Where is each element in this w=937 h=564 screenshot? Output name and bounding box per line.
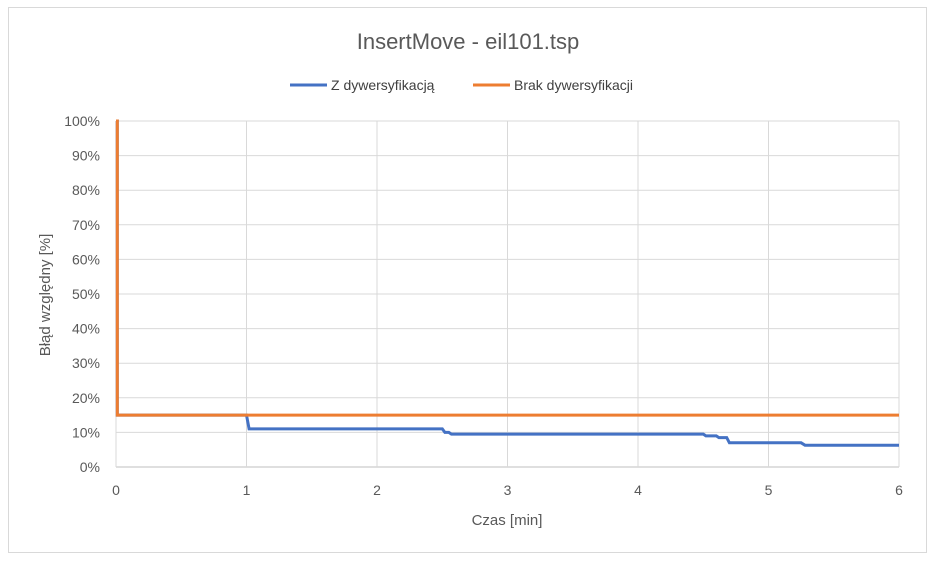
tick-labels: 0% 10% 20% 30% 40% 50% 60% 70% 80% 90% 100% 0 1 2 3 4 5 6 xyxy=(64,113,903,498)
y-tick-label: 0% xyxy=(80,459,100,475)
chart-frame xyxy=(8,7,927,553)
y-axis-title: Błąd względny [%] xyxy=(37,234,54,357)
y-tick-label: 80% xyxy=(72,182,100,198)
x-tick-label: 4 xyxy=(634,482,642,498)
x-tick-label: 0 xyxy=(112,482,120,498)
legend-label-brak-dywersyfikacji: Brak dywersyfikacji xyxy=(514,77,633,93)
x-tick-label: 6 xyxy=(895,482,903,498)
y-tick-label: 90% xyxy=(72,148,100,164)
y-tick-label: 20% xyxy=(72,390,100,406)
y-tick-label: 30% xyxy=(72,355,100,371)
x-tick-label: 2 xyxy=(373,482,381,498)
x-tick-label: 5 xyxy=(765,482,773,498)
x-tick-label: 3 xyxy=(504,482,512,498)
series-layer xyxy=(115,119,899,447)
y-tick-label: 10% xyxy=(72,424,100,440)
y-tick-label: 70% xyxy=(72,217,100,233)
x-tick-label: 1 xyxy=(243,482,251,498)
legend: Z dywersyfikacją Brak dywersyfikacji xyxy=(290,77,633,93)
chart-title: InsertMove - eil101.tsp xyxy=(357,29,580,54)
y-tick-label: 60% xyxy=(72,251,100,267)
y-tick-label: 100% xyxy=(64,113,100,129)
x-axis-title: Czas [min] xyxy=(472,512,543,529)
legend-label-z-dywersyfikacja: Z dywersyfikacją xyxy=(331,77,435,93)
series-line-1 xyxy=(115,119,899,417)
y-tick-label: 40% xyxy=(72,321,100,337)
y-tick-label: 50% xyxy=(72,286,100,302)
